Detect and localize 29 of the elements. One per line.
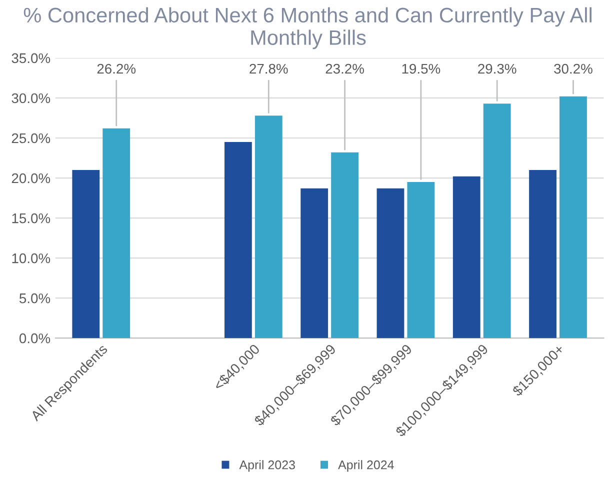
bar bbox=[376, 188, 404, 338]
legend-label: April 2023 bbox=[239, 460, 295, 472]
bar bbox=[72, 170, 100, 338]
bar bbox=[560, 96, 587, 338]
data-label: 23.2% bbox=[326, 64, 364, 74]
bar bbox=[452, 176, 480, 338]
bar bbox=[300, 188, 328, 338]
bar bbox=[254, 116, 282, 338]
y-tick-label: 10.0% bbox=[12, 253, 50, 264]
data-label: 30.2% bbox=[554, 64, 592, 74]
y-tick-label: 0.0% bbox=[19, 333, 50, 344]
y-tick-label: 20.0% bbox=[12, 173, 50, 184]
bar bbox=[102, 128, 130, 338]
data-label: 27.8% bbox=[250, 64, 288, 74]
bar bbox=[224, 142, 252, 338]
data-label: 19.5% bbox=[402, 64, 440, 74]
bar bbox=[407, 182, 435, 338]
legend-label: April 2024 bbox=[338, 460, 394, 472]
y-tick-label: 5.0% bbox=[19, 293, 50, 304]
y-tick-label: 15.0% bbox=[12, 213, 50, 224]
y-tick-label: 25.0% bbox=[12, 133, 50, 144]
bar bbox=[331, 152, 358, 338]
y-tick-label: 30.0% bbox=[12, 93, 50, 104]
bar bbox=[483, 104, 511, 338]
bar bbox=[529, 170, 556, 338]
y-tick-label: 35.0% bbox=[12, 53, 50, 64]
data-label: 29.3% bbox=[478, 64, 516, 74]
chart-title: % Concerned About Next 6 Months and Can Currently Pay All Monthly Bills bbox=[24, 7, 592, 50]
data-label: 26.2% bbox=[97, 64, 136, 74]
